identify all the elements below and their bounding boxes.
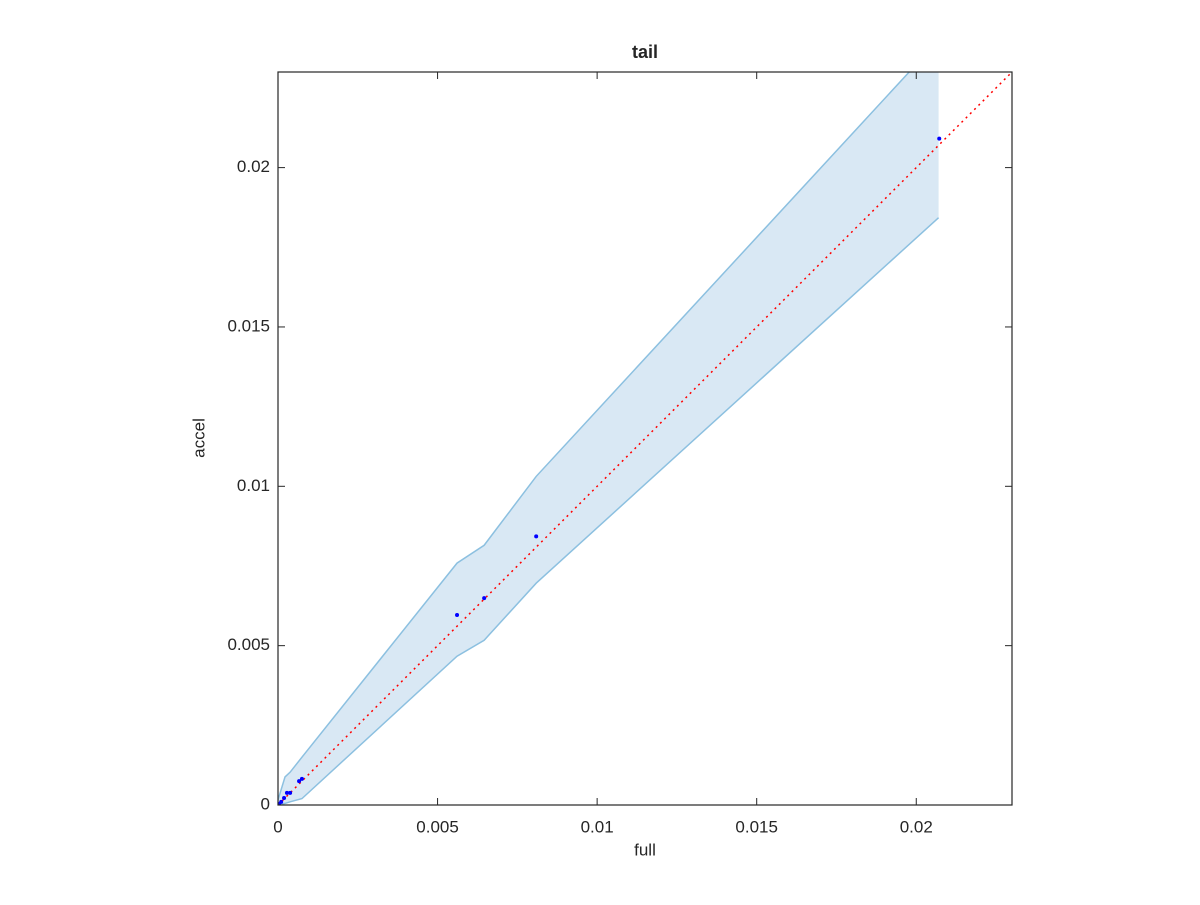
scatter-point (282, 795, 287, 800)
scatter-point (455, 613, 460, 618)
x-tick-label: 0.005 (416, 817, 459, 836)
scatter-point (937, 136, 942, 141)
scatter-point (279, 799, 284, 804)
reference-line (278, 72, 1012, 805)
x-tick-label: 0.015 (735, 817, 778, 836)
scatter-point (534, 534, 539, 539)
x-tick-label: 0 (273, 817, 282, 836)
x-axis-label: full (634, 840, 656, 859)
y-tick-label: 0.02 (237, 157, 270, 176)
scatter-point (284, 790, 289, 795)
band-edge (278, 72, 911, 801)
scatter-point (299, 776, 304, 781)
x-tick-label: 0.01 (581, 817, 614, 836)
band-fill (278, 72, 939, 805)
scatter-point (288, 790, 293, 795)
y-tick-label: 0.015 (227, 316, 270, 335)
band-edge (278, 217, 940, 805)
scatter-point (482, 596, 487, 601)
y-tick-label: 0 (261, 794, 270, 813)
scatter-point (297, 779, 302, 784)
y-axis-label: accel (189, 418, 208, 458)
chart-title: tail (632, 42, 658, 62)
plot-layer (278, 72, 1012, 805)
x-tick-label: 0.02 (900, 817, 933, 836)
axes-box (277, 71, 1013, 806)
y-tick-label: 0.005 (227, 635, 270, 654)
y-tick-label: 0.01 (237, 476, 270, 495)
